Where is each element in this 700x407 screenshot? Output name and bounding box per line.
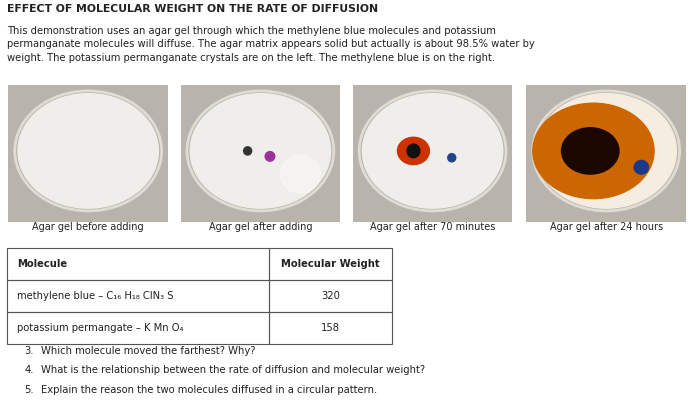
Text: Which molecule moved the farthest? Why?: Which molecule moved the farthest? Why? bbox=[41, 346, 256, 356]
Bar bbox=[7, 280, 269, 312]
Ellipse shape bbox=[561, 128, 619, 174]
Bar bbox=[7, 312, 269, 344]
Text: Agar gel after adding: Agar gel after adding bbox=[209, 221, 312, 232]
Ellipse shape bbox=[407, 144, 420, 158]
Ellipse shape bbox=[398, 137, 429, 164]
Text: Agar gel after 70 minutes: Agar gel after 70 minutes bbox=[370, 221, 496, 232]
Text: EFFECT OF MOLECULAR WEIGHT ON THE RATE OF DIFFUSION: EFFECT OF MOLECULAR WEIGHT ON THE RATE O… bbox=[7, 4, 378, 14]
Text: Explain the reason the two molecules diffused in a circular pattern.: Explain the reason the two molecules dif… bbox=[41, 385, 377, 395]
Bar bbox=[269, 280, 392, 312]
Text: Agar gel after 24 hours: Agar gel after 24 hours bbox=[550, 221, 663, 232]
Bar bbox=[269, 248, 392, 280]
Text: Molecule: Molecule bbox=[17, 259, 66, 269]
Ellipse shape bbox=[190, 94, 330, 208]
Text: 4.: 4. bbox=[25, 365, 34, 375]
Ellipse shape bbox=[280, 155, 320, 193]
Ellipse shape bbox=[244, 147, 251, 155]
Ellipse shape bbox=[536, 94, 676, 208]
Bar bbox=[7, 248, 269, 280]
Text: potassium permangate – K Mn O₄: potassium permangate – K Mn O₄ bbox=[17, 323, 183, 333]
Ellipse shape bbox=[18, 94, 158, 208]
Text: 320: 320 bbox=[321, 291, 340, 301]
Text: 158: 158 bbox=[321, 323, 340, 333]
Ellipse shape bbox=[634, 160, 648, 174]
Text: Agar gel before adding: Agar gel before adding bbox=[32, 221, 144, 232]
Ellipse shape bbox=[533, 103, 654, 199]
Ellipse shape bbox=[448, 153, 456, 162]
Ellipse shape bbox=[363, 94, 503, 208]
Text: 5.: 5. bbox=[25, 385, 34, 395]
Text: What is the relationship between the rate of diffusion and molecular weight?: What is the relationship between the rat… bbox=[41, 365, 425, 375]
Ellipse shape bbox=[265, 151, 275, 161]
Text: Molecular Weight: Molecular Weight bbox=[281, 259, 379, 269]
Text: methylene blue – C₁₆ H₁₈ ClN₃ S: methylene blue – C₁₆ H₁₈ ClN₃ S bbox=[17, 291, 173, 301]
Text: 3.: 3. bbox=[25, 346, 34, 356]
Bar bbox=[269, 312, 392, 344]
Text: This demonstration uses an agar gel through which the methylene blue molecules a: This demonstration uses an agar gel thro… bbox=[7, 26, 535, 63]
